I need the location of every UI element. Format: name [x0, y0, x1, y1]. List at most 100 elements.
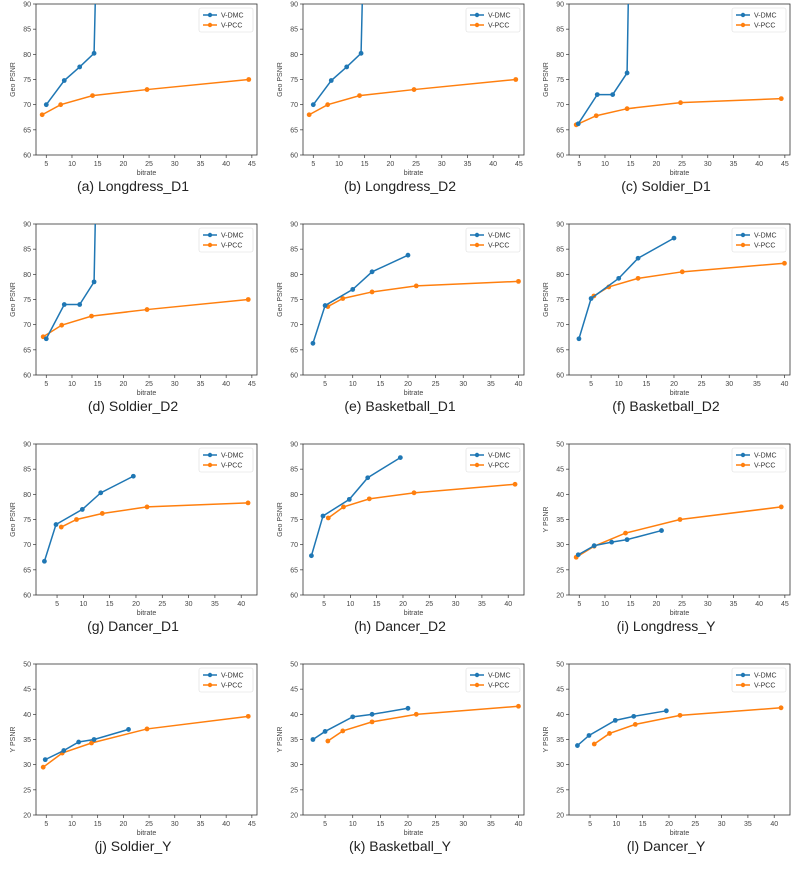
x-tick-label: 30 — [725, 381, 733, 388]
x-tick-label: 15 — [94, 821, 102, 828]
data-point-v-dmc — [53, 522, 59, 527]
y-tick-label: 60 — [556, 373, 564, 380]
panel-caption: (k) Basketball_Y — [349, 838, 451, 854]
plot-area — [576, 235, 787, 342]
y-tick-label: 90 — [556, 2, 564, 9]
y-tick-label: 80 — [290, 272, 298, 279]
y-tick-label: 30 — [290, 762, 298, 769]
data-point-v-dmc — [91, 279, 97, 285]
x-tick-label: 5 — [588, 821, 592, 828]
data-point-v-dmc — [350, 287, 356, 292]
y-tick-label: 60 — [23, 153, 31, 160]
x-tick-label: 40 — [770, 821, 778, 828]
data-point-v-pcc — [516, 703, 521, 709]
chart-panel-2: 5 10 15 20 25 30 35 40 45 60 65 70 75 80 85 90 bitrate Ge… — [267, 0, 533, 220]
data-point-v-dmc — [671, 235, 677, 241]
data-point-v-pcc — [340, 296, 346, 301]
data-point-v-dmc — [322, 303, 328, 308]
x-tick-label: 35 — [197, 161, 205, 168]
x-axis-label: bitrate — [404, 610, 424, 617]
data-point-v-pcc — [413, 711, 419, 717]
x-tick-label: 20 — [119, 381, 127, 388]
y-tick-label: 70 — [23, 102, 31, 109]
legend-marker-v-dmc — [207, 232, 213, 238]
x-tick-label: 30 — [171, 821, 179, 828]
legend: V-DMC V-PCC — [198, 667, 254, 693]
data-point-v-pcc — [516, 278, 521, 284]
y-tick-label: 50 — [23, 662, 31, 669]
x-tick-label: 35 — [464, 161, 472, 168]
panel-caption: (c) Soldier_D1 — [621, 178, 711, 194]
data-point-v-dmc — [609, 539, 615, 545]
y-tick-label: 75 — [290, 77, 298, 84]
x-tick-label: 35 — [211, 601, 219, 608]
data-point-v-dmc — [586, 733, 592, 738]
x-tick-label: 35 — [753, 381, 761, 388]
y-tick-label: 85 — [556, 27, 564, 34]
x-tick-label: 10 — [68, 821, 76, 828]
y-tick-label: 70 — [556, 102, 564, 109]
data-point-v-pcc — [246, 77, 252, 82]
x-axis-label: bitrate — [670, 610, 690, 617]
x-tick-label: 20 — [399, 601, 407, 608]
chart-svg: 5 10 15 20 25 30 35 40 45 60 65 70 75 80 85 90 bitrate Ge… — [10, 222, 258, 397]
x-tick-label: 30 — [438, 161, 446, 168]
x-tick-label: 5 — [44, 821, 48, 828]
data-point-v-dmc — [43, 336, 49, 342]
legend-label-v-dmc: V-DMC — [488, 673, 511, 680]
y-tick-label: 90 — [290, 2, 298, 9]
data-point-v-pcc — [778, 504, 784, 510]
x-tick-label: 20 — [119, 821, 127, 828]
data-point-v-pcc — [245, 500, 251, 506]
y-tick-label: 45 — [290, 687, 298, 694]
legend-label-v-pcc: V-PCC — [221, 463, 242, 470]
data-point-v-dmc — [631, 713, 637, 719]
legend: V-DMC V-PCC — [465, 227, 521, 253]
data-point-v-dmc — [369, 269, 375, 275]
x-tick-label: 5 — [44, 161, 48, 168]
y-tick-label: 35 — [290, 737, 298, 744]
legend: V-DMC V-PCC — [731, 667, 787, 693]
data-point-v-pcc — [325, 738, 331, 744]
x-axis-label: bitrate — [137, 170, 157, 177]
chart-svg: 5 10 15 20 25 30 35 40 60 65 70 75 80 85 90 bitrate Geo … — [543, 222, 791, 397]
x-tick-label: 35 — [730, 161, 738, 168]
y-axis-label: Geo PSNR — [543, 62, 550, 97]
y-tick-label: 65 — [23, 567, 31, 574]
x-tick-label: 30 — [171, 161, 179, 168]
data-point-v-dmc — [42, 757, 48, 763]
x-tick-label: 25 — [432, 821, 440, 828]
x-tick-label: 40 — [222, 821, 230, 828]
legend-marker-v-pcc — [207, 682, 213, 688]
x-tick-label: 30 — [185, 601, 193, 608]
data-point-v-pcc — [40, 764, 46, 770]
legend: V-DMC V-PCC — [465, 7, 521, 33]
data-point-v-pcc — [591, 741, 597, 747]
y-tick-label: 85 — [23, 467, 31, 474]
data-point-v-dmc — [594, 92, 600, 97]
y-tick-label: 75 — [556, 297, 564, 304]
legend-box — [465, 667, 521, 693]
y-axis-label: Geo PSNR — [10, 62, 17, 97]
data-point-v-dmc — [310, 102, 316, 108]
chart-panel-4: 5 10 15 20 25 30 35 40 45 60 65 70 75 80 85 90 bitrate Ge… — [0, 220, 266, 440]
y-tick-label: 65 — [556, 347, 564, 354]
y-tick-label: 50 — [290, 662, 298, 669]
y-tick-label: 40 — [290, 712, 298, 719]
plot-area — [573, 4, 784, 128]
x-tick-label: 10 — [601, 601, 609, 608]
data-point-v-pcc — [623, 530, 628, 536]
legend-box — [198, 227, 254, 253]
x-tick-label: 20 — [132, 601, 140, 608]
data-point-v-pcc — [39, 112, 45, 118]
y-tick-label: 40 — [556, 712, 564, 719]
y-tick-label: 65 — [290, 127, 298, 134]
y-tick-label: 75 — [23, 297, 31, 304]
legend-label-v-pcc: V-PCC — [488, 683, 509, 690]
x-tick-label: 10 — [349, 821, 357, 828]
legend-marker-v-pcc — [207, 462, 213, 468]
x-tick-label: 25 — [145, 161, 153, 168]
legend-marker-v-pcc — [740, 462, 746, 468]
x-tick-label: 40 — [237, 601, 245, 608]
x-tick-label: 15 — [642, 381, 650, 388]
